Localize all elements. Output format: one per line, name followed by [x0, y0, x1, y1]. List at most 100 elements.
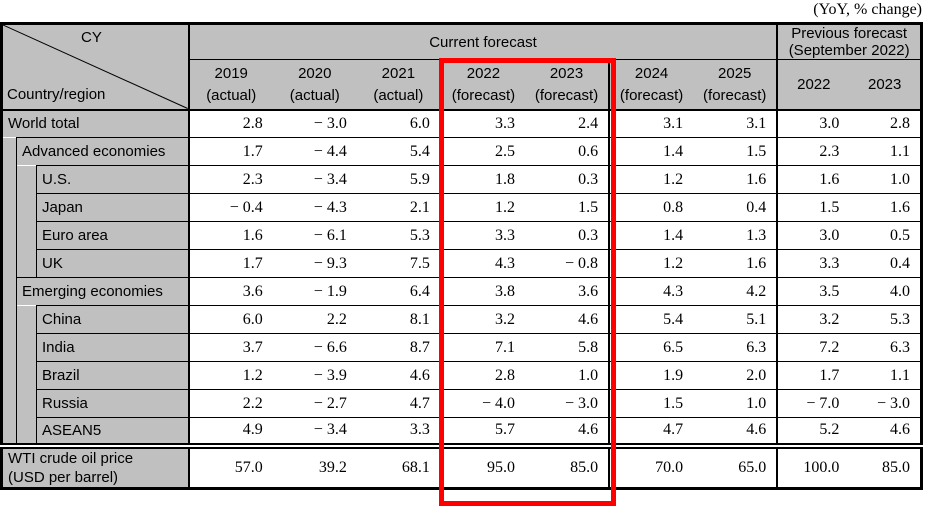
indent-gutter [16, 417, 38, 446]
value-cell: 6.5 [608, 333, 694, 362]
value-cell: 2.2 [272, 305, 357, 334]
column-header-2024-forecast: 2024 (forecast) [608, 59, 694, 111]
value-cell: 5.3 [356, 221, 441, 250]
value-cell: 0.3 [524, 221, 610, 250]
value-cell: 5.8 [524, 333, 610, 362]
value-cell: 1.0 [524, 361, 610, 390]
value-cell: − 4.0 [439, 389, 525, 418]
prev-column-header-2022: 2022 [776, 59, 850, 111]
value-cell: 4.6 [693, 417, 778, 446]
value-cell: 1.4 [608, 137, 694, 166]
row-label: Euro area [36, 221, 190, 250]
value-cell: 8.1 [356, 305, 441, 334]
corner-cy-label: CY [81, 29, 102, 46]
indent-gutter [1, 333, 17, 362]
value-cell: 4.6 [524, 417, 610, 446]
indent-gutter [1, 249, 17, 278]
value-cell: 4.7 [608, 417, 694, 446]
value-cell: 1.6 [849, 193, 922, 222]
value-cell: − 7.0 [776, 389, 850, 418]
row-world-total: World total 2.8− 3.0 6.0 3.3 2.4 3.1 3.1 3.0 2.8 [1, 109, 922, 138]
value-cell: 100.0 [776, 442, 850, 488]
value-cell: 4.6 [356, 361, 441, 390]
value-cell: 6.3 [849, 333, 922, 362]
row-label: U.S. [36, 165, 190, 194]
value-cell: 5.1 [693, 305, 778, 334]
row-wti-crude-oil-price: WTI crude oil price (USD per barrel) 57.0 3… [1, 442, 922, 488]
row-label: China [36, 305, 190, 334]
value-cell: 2.4 [524, 109, 610, 138]
value-cell: − 6.6 [272, 333, 357, 362]
unit-note: (YoY, % change) [813, 1, 922, 18]
indent-gutter [1, 137, 17, 166]
value-cell: − 3.4 [272, 165, 357, 194]
row-label: Japan [36, 193, 190, 222]
value-cell: 57.0 [188, 442, 273, 488]
column-header-2023-forecast: 2023 (forecast) [524, 59, 610, 111]
value-cell: 0.4 [693, 193, 778, 222]
value-cell: 4.7 [356, 389, 441, 418]
value-cell: 7.5 [356, 249, 441, 278]
value-cell: 2.3 [776, 137, 850, 166]
value-cell: 3.3 [439, 221, 525, 250]
value-cell: − 4.3 [272, 193, 357, 222]
value-cell: − 3.0 [849, 389, 922, 418]
value-cell: 0.8 [608, 193, 694, 222]
value-cell: 2.8 [439, 361, 525, 390]
indent-gutter [1, 165, 17, 194]
value-cell: − 3.4 [272, 417, 357, 446]
value-cell: 3.8 [439, 277, 525, 306]
indent-gutter [1, 389, 17, 418]
row-label: Emerging economies [16, 277, 190, 306]
value-cell: 1.1 [849, 361, 922, 390]
value-cell: 5.2 [776, 417, 850, 446]
value-cell: 68.1 [356, 442, 441, 488]
value-cell: 2.3 [188, 165, 273, 194]
row-label: Brazil [36, 361, 190, 390]
value-cell: 3.2 [776, 305, 850, 334]
value-cell: 4.3 [439, 249, 525, 278]
value-cell: 5.3 [849, 305, 922, 334]
value-cell: 1.7 [188, 249, 273, 278]
indent-gutter [16, 249, 38, 278]
row-label: UK [36, 249, 190, 278]
value-cell: 85.0 [524, 442, 610, 488]
value-cell: 1.6 [693, 165, 778, 194]
value-cell: 2.8 [188, 109, 273, 138]
value-cell: 5.4 [356, 137, 441, 166]
row-emerging-economies: Emerging economies 3.6− 1.9 6.4 3.8 3.6 4.3 4.… [1, 277, 922, 306]
row-euro-area: Euro area 1.6− 6.1 5.3 3.3 0.3 1.4 1.3 3.0 0.5 [1, 221, 922, 250]
value-cell: 2.2 [188, 389, 273, 418]
value-cell: 2.0 [693, 361, 778, 390]
value-cell: 2.8 [849, 109, 922, 138]
previous-forecast-header: Previous forecast (September 2022) [777, 23, 922, 60]
value-cell: 1.1 [849, 137, 922, 166]
row-label: Russia [36, 389, 190, 418]
value-cell: 3.3 [356, 417, 441, 446]
value-cell: 3.6 [524, 277, 610, 306]
column-header-2019-actual: 2019 (actual) [188, 59, 273, 111]
value-cell: 4.6 [849, 417, 922, 446]
column-header-2020-actual: 2020 (actual) [272, 59, 357, 111]
row-advanced-economies: Advanced economies 1.7− 4.4 5.4 2.5 0.6 1.4 1.… [1, 137, 922, 166]
value-cell: 4.2 [693, 277, 778, 306]
value-cell: 6.3 [693, 333, 778, 362]
value-cell: 39.2 [272, 442, 357, 488]
value-cell: 1.3 [693, 221, 778, 250]
value-cell: 3.1 [693, 109, 778, 138]
value-cell: 4.9 [188, 417, 273, 446]
value-cell: − 1.9 [272, 277, 357, 306]
value-cell: 4.0 [849, 277, 922, 306]
column-header-2021-actual: 2021 (actual) [356, 59, 441, 111]
value-cell: 0.4 [849, 249, 922, 278]
value-cell: 3.5 [776, 277, 850, 306]
value-cell: 6.4 [356, 277, 441, 306]
value-cell: 1.6 [693, 249, 778, 278]
value-cell: − 3.0 [272, 109, 357, 138]
row-brazil: Brazil 1.2− 3.9 4.6 2.8 1.0 1.9 2.0 1.7 1.1 [1, 361, 922, 390]
indent-gutter [1, 193, 17, 222]
value-cell: 1.6 [776, 165, 850, 194]
value-cell: 7.2 [776, 333, 850, 362]
value-cell: 1.5 [524, 193, 610, 222]
column-header-2025-forecast: 2025 (forecast) [693, 59, 778, 111]
